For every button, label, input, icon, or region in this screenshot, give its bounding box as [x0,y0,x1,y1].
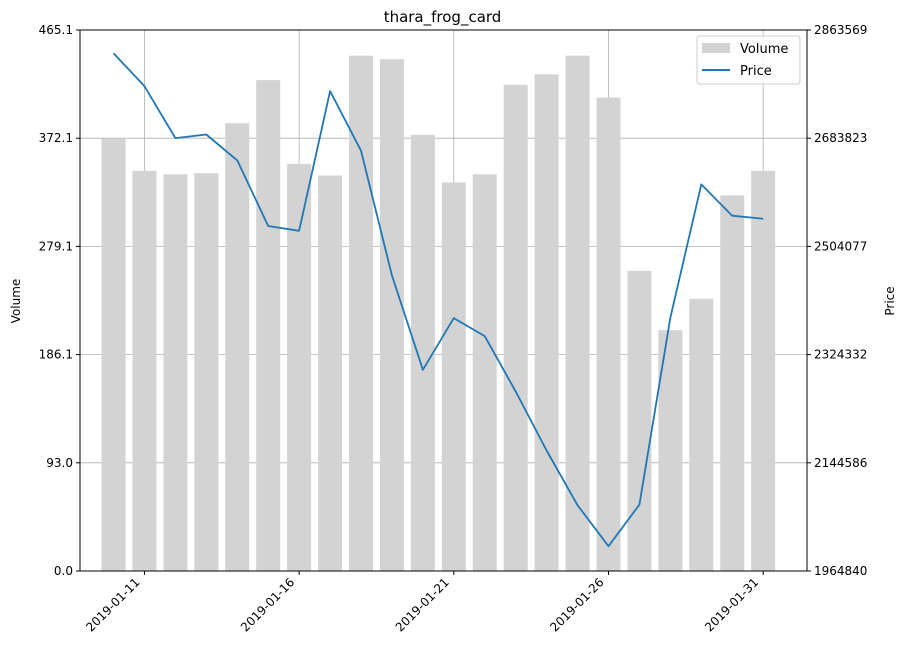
volume-bar [225,123,250,572]
y-left-tick-label: 186.1 [39,348,73,362]
y-axis-right-label: Price [883,286,897,315]
y-left-tick-label: 465.1 [39,23,73,37]
price-line [112,52,764,548]
volume-bar [441,182,466,571]
y-right-tick-label: 2863569 [814,23,867,37]
y-axis-right: 1964840 2144586 2324332 2504077 2683823 28635… [807,23,867,578]
volume-bar [596,97,621,571]
volume-bar [256,80,281,572]
volume-bar [379,59,404,572]
legend-price-label: Price [740,64,772,79]
volume-bar [689,298,714,571]
y-right-tick-label: 1964840 [814,564,867,578]
volume-bar [472,174,497,571]
legend-volume-label: Volume [740,42,788,57]
volume-bar [751,170,776,571]
volume-bar [287,163,312,572]
volume-bar [101,138,126,571]
y-left-tick-label: 93.0 [46,456,73,470]
price-line-group [112,52,764,548]
volume-bar [565,55,590,571]
volume-bar [503,84,528,571]
y-axis-left-label: Volume [9,279,23,324]
chart-title: thara_frog_card [384,8,502,27]
y-axis-left: 0.0 93.0 186.1 279.1 372.1 465.1 [39,23,80,578]
y-right-tick-label: 2683823 [814,131,867,145]
y-right-tick-label: 2144586 [814,456,867,470]
y-left-tick-label: 372.1 [39,131,73,145]
volume-bar [349,55,374,571]
volume-bar [534,74,559,571]
volume-bar [163,174,188,571]
volume-bar [132,170,157,571]
volume-bar [627,270,652,571]
volume-bar [720,195,745,571]
volume-bar [194,173,219,571]
plot-frame [79,29,808,572]
volume-bar [410,134,435,572]
y-left-tick-label: 279.1 [39,239,73,253]
legend-volume-swatch [702,43,730,53]
legend: Volume Price [696,35,801,85]
y-right-tick-label: 2504077 [814,239,867,253]
volume-bar [318,175,343,572]
volume-bars [101,55,776,572]
y-left-tick-label: 0.0 [54,564,73,578]
y-right-tick-label: 2324332 [814,348,867,362]
